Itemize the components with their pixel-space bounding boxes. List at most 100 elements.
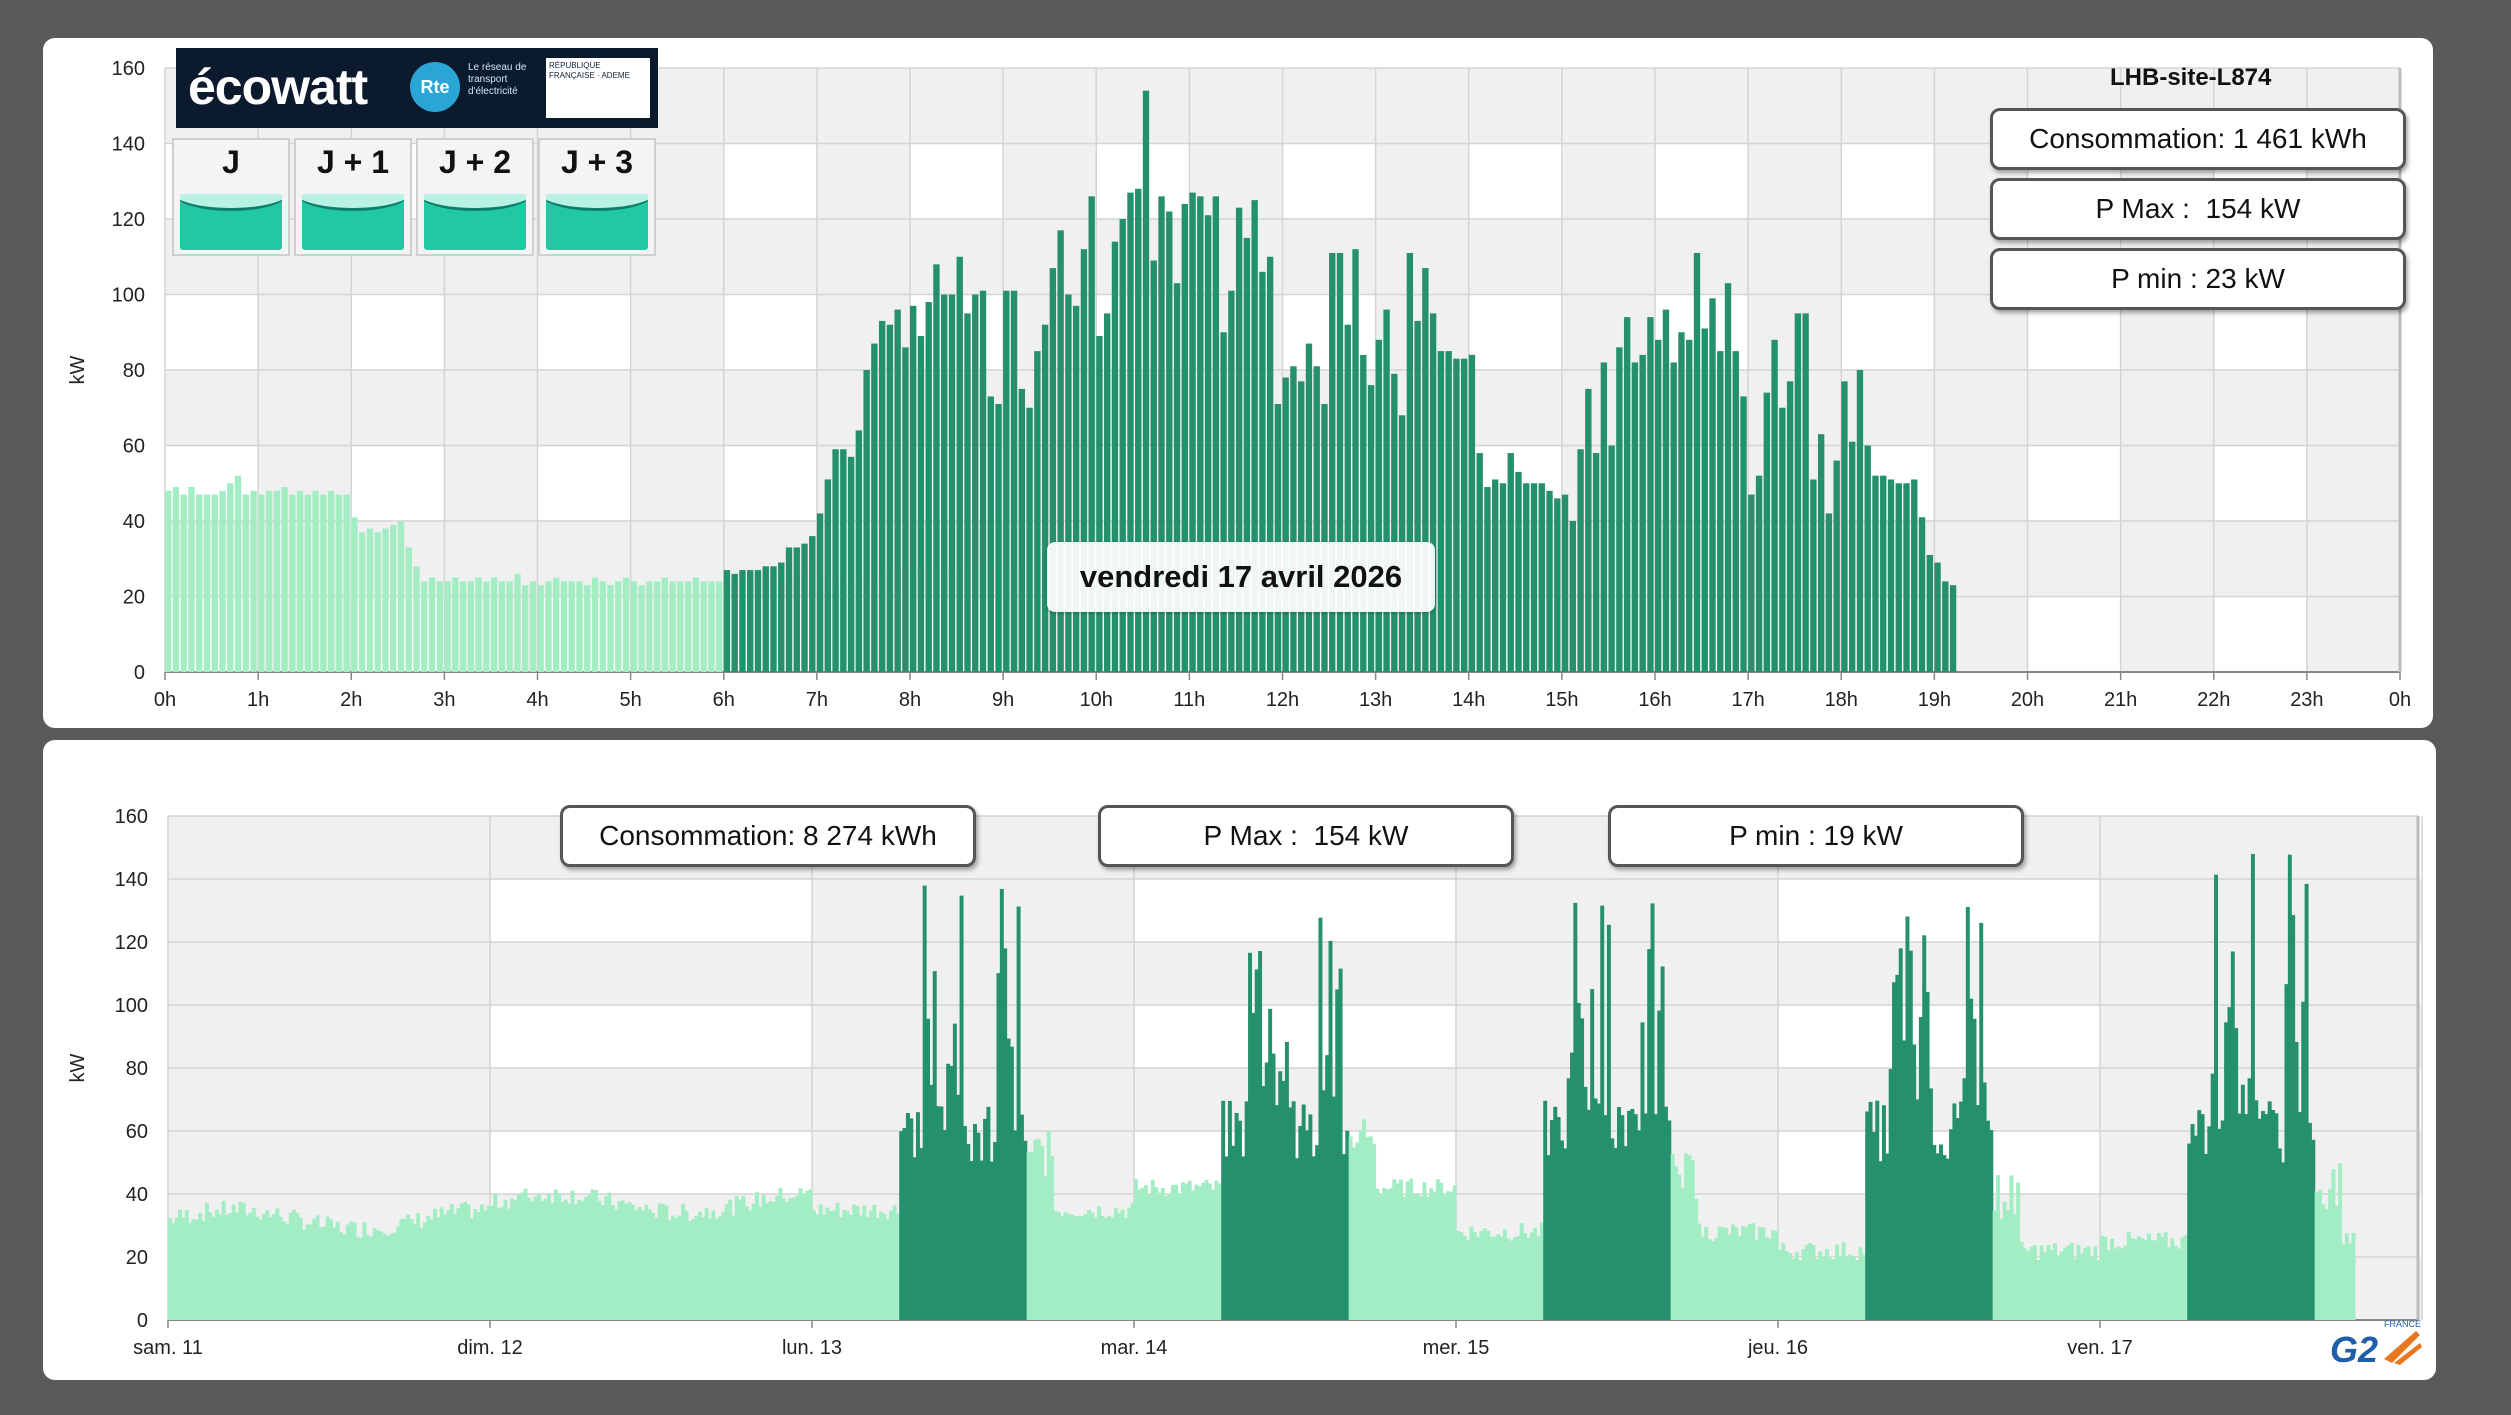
area-sample-work xyxy=(1871,1131,1876,1320)
bar-today xyxy=(1492,479,1499,672)
area-sample-work xyxy=(2307,1122,2312,1320)
area-sample-idle xyxy=(855,1206,860,1320)
area-sample-idle xyxy=(832,1210,837,1320)
area-sample-idle xyxy=(1727,1234,1732,1320)
area-sample-idle xyxy=(493,1193,498,1320)
area-sample-work xyxy=(2227,1007,2232,1320)
bar-today xyxy=(1034,351,1041,672)
area-sample-idle xyxy=(1694,1198,1699,1320)
area-sample-idle xyxy=(503,1199,508,1320)
area-sample-work xyxy=(1241,1156,1246,1320)
area-sample-work xyxy=(986,1106,991,1320)
area-sample-work xyxy=(1318,917,1323,1320)
area-sample-idle xyxy=(483,1210,488,1320)
bar-today xyxy=(1748,494,1755,672)
bar-today xyxy=(941,294,948,672)
area-sample-idle xyxy=(818,1204,823,1320)
bar-today xyxy=(871,343,878,672)
bar-today xyxy=(1049,268,1057,672)
area-sample-idle xyxy=(2016,1182,2021,1320)
x-tick-label: 17h xyxy=(1731,689,1764,711)
bar-past xyxy=(351,517,358,672)
bar-past xyxy=(560,581,568,672)
area-sample-work xyxy=(1570,1052,1574,1320)
bar-today xyxy=(1732,351,1739,672)
area-sample-idle xyxy=(298,1217,303,1320)
area-sample-idle xyxy=(1714,1238,1719,1320)
area-sample-idle xyxy=(724,1204,729,1320)
bar-today xyxy=(1585,388,1592,672)
day-label: J + 3 xyxy=(560,144,634,180)
area-sample-idle xyxy=(422,1222,427,1320)
area-sample-idle xyxy=(1824,1248,1829,1320)
ecowatt-day-j1[interactable]: J + 1 xyxy=(294,138,412,256)
bar-today xyxy=(1197,196,1204,672)
y-tick-label: 140 xyxy=(115,869,148,891)
area-sample-idle xyxy=(1043,1176,1048,1320)
ecowatt-day-j2[interactable]: J + 2 xyxy=(416,138,534,256)
bar-today xyxy=(731,573,738,672)
bar-today xyxy=(1173,283,1181,672)
area-sample-work xyxy=(2214,874,2218,1320)
area-sample-idle xyxy=(2110,1238,2115,1320)
area-sample-idle xyxy=(1073,1216,1078,1320)
area-sample-work xyxy=(993,1142,998,1320)
area-sample-idle xyxy=(1130,1203,1135,1320)
area-sample-idle xyxy=(1778,1249,1782,1320)
area-sample-idle xyxy=(389,1233,394,1320)
area-sample-work xyxy=(1013,1130,1018,1320)
x-tick-label: 11h xyxy=(1173,689,1205,711)
area-sample-idle xyxy=(882,1213,887,1320)
area-sample-idle xyxy=(1720,1226,1725,1320)
area-sample-idle xyxy=(1117,1213,1122,1320)
area-sample-idle xyxy=(751,1203,756,1320)
bar-today xyxy=(1880,475,1887,672)
area-sample-work xyxy=(1559,1140,1564,1320)
bar-today xyxy=(1290,366,1297,672)
area-sample-idle xyxy=(1076,1216,1081,1320)
area-sample-work xyxy=(1301,1104,1306,1320)
area-sample-idle xyxy=(436,1217,441,1320)
area-sample-idle xyxy=(1378,1193,1383,1320)
bar-today xyxy=(863,370,870,672)
area-sample-idle xyxy=(1123,1217,1128,1320)
ecowatt-day-j[interactable]: J xyxy=(172,138,290,256)
area-sample-idle xyxy=(1040,1145,1045,1320)
area-sample-idle xyxy=(1754,1239,1759,1320)
bar-today xyxy=(1111,241,1119,672)
area-sample-idle xyxy=(308,1224,313,1320)
area-sample-idle xyxy=(2334,1205,2339,1320)
area-sample-idle xyxy=(791,1197,796,1320)
area-sample-idle xyxy=(456,1208,461,1320)
bar-today xyxy=(1647,317,1654,672)
area-sample-idle xyxy=(2136,1236,2141,1320)
bar-today xyxy=(1631,362,1639,672)
area-sample-work xyxy=(1881,1105,1886,1320)
x-tick-label: 19h xyxy=(1918,689,1951,711)
area-sample-work xyxy=(962,1126,967,1320)
area-sample-idle xyxy=(2019,1241,2024,1320)
area-sample-work xyxy=(1939,1144,1943,1320)
x-tick-label: 6h xyxy=(713,689,735,711)
weekly-pmin-box: P min : 19 kW xyxy=(1608,805,2024,867)
bar-today xyxy=(1569,521,1576,672)
area-sample-idle xyxy=(426,1216,431,1320)
area-sample-idle xyxy=(1479,1230,1484,1320)
chart-band-cell xyxy=(1456,879,1778,942)
bar-past xyxy=(529,581,537,672)
area-sample-idle xyxy=(620,1200,625,1320)
area-sample-idle xyxy=(449,1204,454,1320)
area-sample-idle xyxy=(2344,1233,2349,1320)
chart-band-cell xyxy=(1456,1005,1778,1068)
bar-past xyxy=(196,494,203,672)
area-sample-idle xyxy=(1217,1183,1222,1320)
area-sample-idle xyxy=(416,1213,421,1320)
area-sample-idle xyxy=(1482,1228,1487,1320)
area-sample-idle xyxy=(238,1201,243,1320)
area-sample-idle xyxy=(225,1214,229,1320)
area-sample-idle xyxy=(1781,1243,1786,1320)
bar-past xyxy=(382,528,389,672)
ecowatt-day-j3[interactable]: J + 3 xyxy=(538,138,656,256)
area-sample-work xyxy=(1895,974,1900,1320)
area-sample-idle xyxy=(2002,1201,2007,1320)
